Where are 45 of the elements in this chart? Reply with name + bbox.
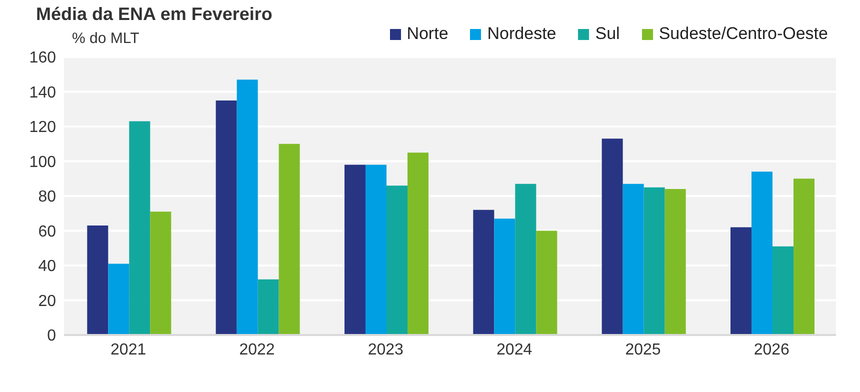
legend-label: Sul	[595, 24, 620, 44]
bar	[793, 178, 814, 335]
x-tick-label: 2026	[754, 341, 790, 358]
bar	[386, 186, 408, 335]
bar	[216, 100, 237, 335]
bar	[258, 279, 279, 335]
y-tick-label: 140	[29, 84, 56, 102]
bar	[515, 184, 536, 335]
bar	[664, 189, 686, 335]
bar	[730, 227, 752, 335]
bar	[236, 80, 258, 335]
x-tick-label: 2024	[496, 341, 532, 358]
y-tick-label: 160	[29, 50, 56, 67]
x-tick-label: 2025	[625, 341, 661, 358]
bar	[365, 164, 386, 335]
bar	[87, 226, 108, 335]
bar	[129, 121, 150, 335]
y-tick-label: 0	[47, 328, 56, 345]
bar	[494, 218, 516, 335]
bar	[344, 164, 366, 335]
bar	[772, 246, 794, 335]
legend-label: Sudeste/Centro-Oeste	[658, 24, 828, 44]
bar	[751, 172, 772, 335]
y-tick-label: 80	[38, 188, 56, 206]
y-tick-label: 40	[38, 258, 56, 276]
legend-label: Nordeste	[487, 24, 556, 44]
legend-label: Norte	[406, 24, 448, 44]
bar	[644, 187, 665, 335]
bar	[278, 144, 300, 335]
bar	[473, 210, 494, 335]
bar	[407, 152, 428, 335]
y-tick-label: 20	[38, 292, 56, 310]
x-tick-label: 2021	[110, 341, 146, 358]
bar	[622, 184, 644, 335]
bar	[108, 264, 130, 335]
x-tick-label: 2023	[368, 341, 404, 358]
y-tick-label: 120	[29, 119, 56, 136]
y-axis-title: % do MLT	[72, 30, 140, 47]
chart-title: Média da ENA em Fevereiro	[36, 4, 272, 25]
bar	[536, 230, 558, 335]
bar	[150, 212, 172, 335]
bar	[602, 138, 623, 335]
y-tick-label: 60	[38, 223, 56, 240]
x-tick-label: 2022	[239, 341, 275, 358]
y-tick-label: 100	[29, 154, 56, 171]
